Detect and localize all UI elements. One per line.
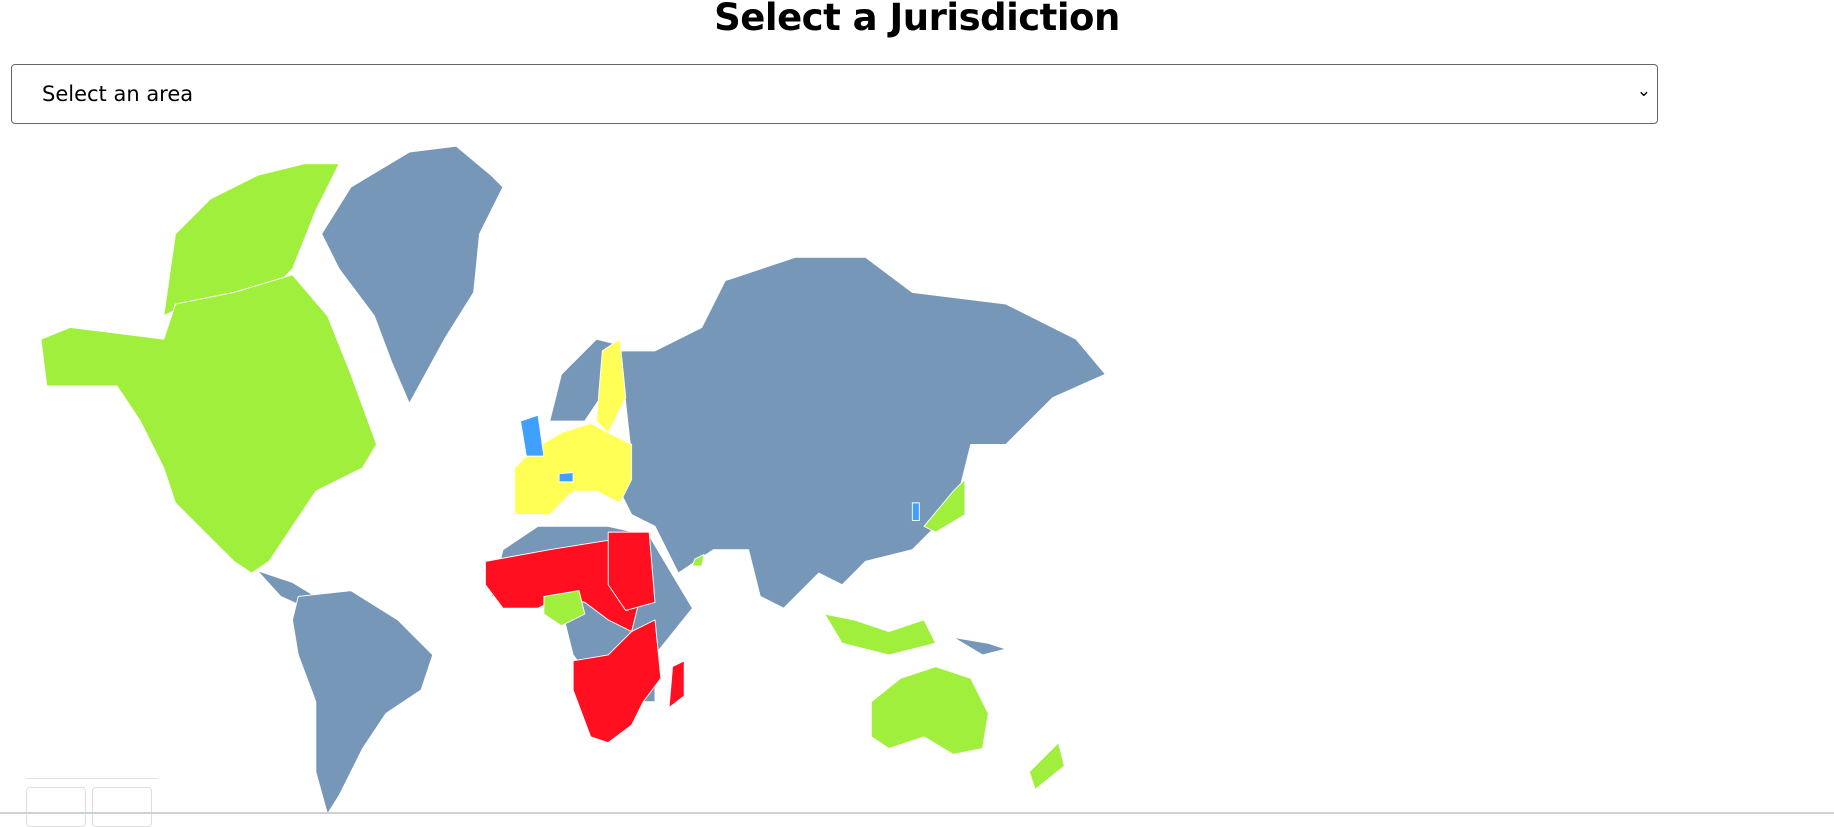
region-north-america[interactable] (40, 274, 378, 574)
region-uae[interactable] (691, 553, 705, 567)
map-control-button[interactable] (26, 787, 86, 827)
window-edge (0, 812, 1834, 814)
region-europe-eu[interactable] (514, 422, 633, 516)
region-egypt-sudan[interactable] (607, 531, 656, 611)
area-select-dropdown[interactable]: Select an area ⌄ (11, 64, 1658, 124)
region-southern-africa[interactable] (572, 619, 662, 744)
region-indonesia[interactable] (824, 613, 937, 656)
page-title: Select a Jurisdiction (714, 0, 1120, 39)
region-greenland[interactable] (321, 145, 504, 404)
region-korea[interactable] (911, 502, 920, 521)
region-new-zealand[interactable] (1028, 742, 1065, 790)
region-new-guinea[interactable] (952, 636, 1007, 656)
region-south-america[interactable] (291, 590, 434, 814)
region-switzerland[interactable] (558, 472, 574, 483)
region-asia[interactable] (619, 256, 1106, 609)
region-madagascar[interactable] (668, 660, 685, 709)
region-finland[interactable] (596, 338, 627, 434)
region-uk[interactable] (520, 414, 545, 457)
region-nigeria[interactable] (543, 590, 586, 627)
chevron-down-icon: ⌄ (1636, 81, 1651, 101)
region-japan[interactable] (923, 479, 966, 533)
area-select-value: Select an area (42, 82, 194, 106)
divider (26, 778, 158, 779)
region-australia[interactable] (870, 666, 989, 755)
map-control-button[interactable] (92, 787, 152, 827)
